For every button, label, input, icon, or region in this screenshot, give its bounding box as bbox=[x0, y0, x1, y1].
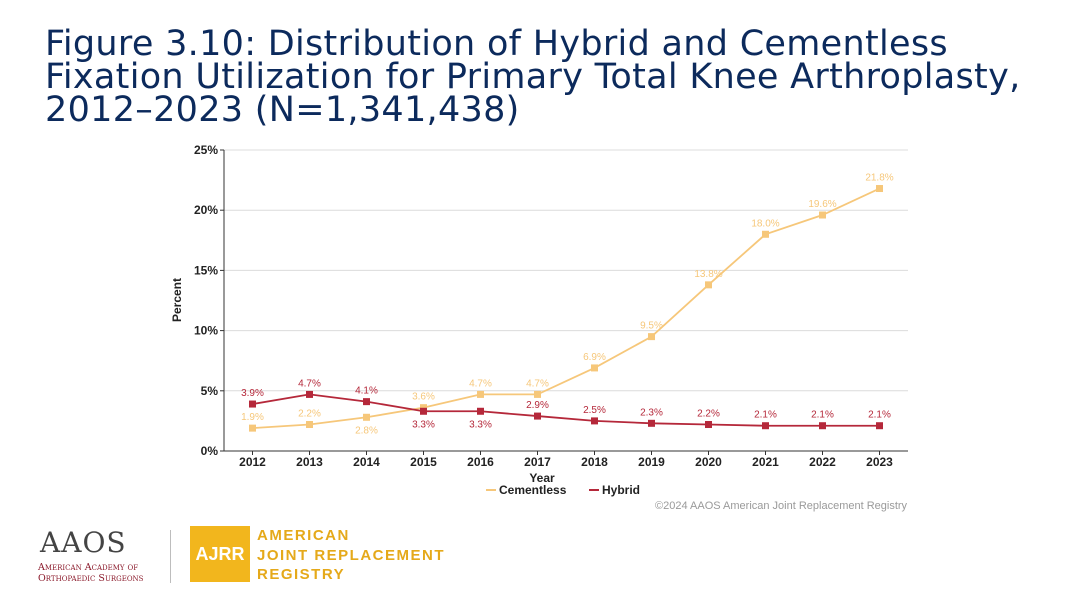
data-label-cementless: 4.7% bbox=[469, 378, 492, 389]
data-label-cementless: 6.9% bbox=[583, 352, 606, 363]
data-label-hybrid: 4.1% bbox=[355, 386, 378, 397]
data-point-cementless bbox=[249, 424, 256, 432]
data-label-cementless: 3.6% bbox=[412, 392, 435, 403]
ajrr-text-line2: JOINT REPLACEMENT bbox=[257, 546, 446, 564]
y-tick-label: 20% bbox=[194, 203, 218, 217]
legend-label-hybrid: Hybrid bbox=[602, 483, 640, 497]
series-line-hybrid bbox=[252, 393, 880, 427]
data-label-hybrid: 3.3% bbox=[469, 419, 492, 430]
data-point-cementless bbox=[876, 185, 883, 193]
data-point-cementless bbox=[306, 421, 313, 429]
data-label-hybrid: 2.2% bbox=[697, 409, 720, 420]
x-tick-label: 2018 bbox=[581, 455, 608, 469]
ajrr-text-line1: AMERICAN bbox=[257, 527, 350, 544]
copyright-notice: ©2024 AAOS American Joint Replacement Re… bbox=[655, 500, 908, 512]
series-line-cementless bbox=[252, 187, 880, 430]
data-point-hybrid bbox=[420, 407, 427, 415]
data-point-cementless bbox=[591, 364, 598, 372]
data-point-hybrid bbox=[534, 412, 541, 420]
data-point-hybrid bbox=[705, 421, 712, 429]
x-tick-label: 2016 bbox=[467, 455, 494, 469]
data-point-cementless bbox=[477, 390, 484, 398]
x-tick-label: 2015 bbox=[410, 455, 437, 469]
data-label-hybrid: 2.1% bbox=[811, 410, 834, 421]
data-point-cementless bbox=[705, 281, 712, 289]
x-tick-label: 2017 bbox=[524, 455, 551, 469]
x-tick-label: 2013 bbox=[296, 455, 323, 469]
x-tick-label: 2023 bbox=[866, 455, 893, 469]
y-tick-label: 25% bbox=[194, 143, 218, 157]
data-point-hybrid bbox=[819, 422, 826, 430]
x-tick-label: 2019 bbox=[638, 455, 665, 469]
data-point-cementless bbox=[363, 413, 370, 421]
data-label-cementless: 13.8% bbox=[694, 269, 722, 280]
x-tick-label: 2021 bbox=[752, 455, 779, 469]
data-label-hybrid: 2.9% bbox=[526, 400, 549, 411]
y-tick-label: 0% bbox=[201, 444, 219, 458]
data-point-hybrid bbox=[477, 407, 484, 415]
data-label-hybrid: 4.7% bbox=[298, 378, 321, 389]
logo-divider bbox=[170, 530, 171, 583]
ajrr-text-line3: REGISTRY bbox=[257, 566, 346, 583]
ajrr-logo-text: AMERICAN JOINT REPLACEMENT REGISTRY bbox=[257, 526, 445, 585]
y-tick-label: 15% bbox=[194, 263, 218, 277]
ajrr-logo-badge: AJRR bbox=[190, 526, 250, 582]
y-axis-title: Percent bbox=[170, 278, 184, 322]
aaos-subtitle-line1: American Academy of bbox=[38, 562, 139, 573]
data-point-cementless bbox=[762, 230, 769, 238]
aaos-logo-subtitle: American Academy of Orthopaedic Surgeons bbox=[38, 562, 143, 584]
data-label-cementless: 19.6% bbox=[808, 199, 836, 210]
line-chart: 0% 5% 10% 15% 20% 25% 2012 2013 2014 2015 2016 2017… bbox=[170, 143, 908, 497]
data-label-cementless: 1.9% bbox=[241, 412, 264, 423]
data-point-hybrid bbox=[762, 422, 769, 430]
data-label-cementless: 2.2% bbox=[298, 409, 321, 420]
data-label-hybrid: 2.1% bbox=[754, 410, 777, 421]
x-tick-label: 2020 bbox=[695, 455, 722, 469]
data-label-cementless: 4.7% bbox=[526, 378, 549, 389]
figure-title: Figure 3.10: Distribution of Hybrid and … bbox=[45, 24, 1021, 130]
x-tick-label: 2012 bbox=[239, 455, 266, 469]
data-label-cementless: 18.0% bbox=[751, 218, 779, 229]
aaos-subtitle-line2: Orthopaedic Surgeons bbox=[38, 573, 144, 584]
data-point-cementless bbox=[648, 333, 655, 341]
data-label-hybrid: 2.3% bbox=[640, 407, 663, 418]
data-label-cementless: 2.8% bbox=[355, 425, 378, 436]
data-label-hybrid: 2.5% bbox=[583, 405, 606, 416]
y-tick-label: 5% bbox=[201, 384, 219, 398]
data-point-hybrid bbox=[363, 398, 370, 406]
legend-label-cementless: Cementless bbox=[499, 483, 567, 497]
data-label-hybrid: 3.9% bbox=[241, 388, 264, 399]
data-point-cementless bbox=[420, 404, 427, 412]
data-label-hybrid: 2.1% bbox=[868, 410, 891, 421]
data-label-hybrid: 3.3% bbox=[412, 419, 435, 430]
data-point-hybrid bbox=[249, 400, 256, 408]
aaos-logo: AAOS bbox=[40, 526, 127, 559]
data-point-cementless bbox=[534, 390, 541, 398]
x-tick-label: 2022 bbox=[809, 455, 836, 469]
data-point-cementless bbox=[819, 211, 826, 219]
data-point-hybrid bbox=[306, 390, 313, 398]
x-tick-label: 2014 bbox=[353, 455, 380, 469]
data-point-hybrid bbox=[648, 419, 655, 427]
data-point-hybrid bbox=[876, 422, 883, 430]
x-axis-title: Year bbox=[529, 471, 555, 485]
data-point-hybrid bbox=[591, 417, 598, 425]
y-tick-label: 10% bbox=[194, 324, 218, 338]
data-label-cementless: 21.8% bbox=[865, 173, 893, 184]
data-label-cementless: 9.5% bbox=[640, 321, 663, 332]
